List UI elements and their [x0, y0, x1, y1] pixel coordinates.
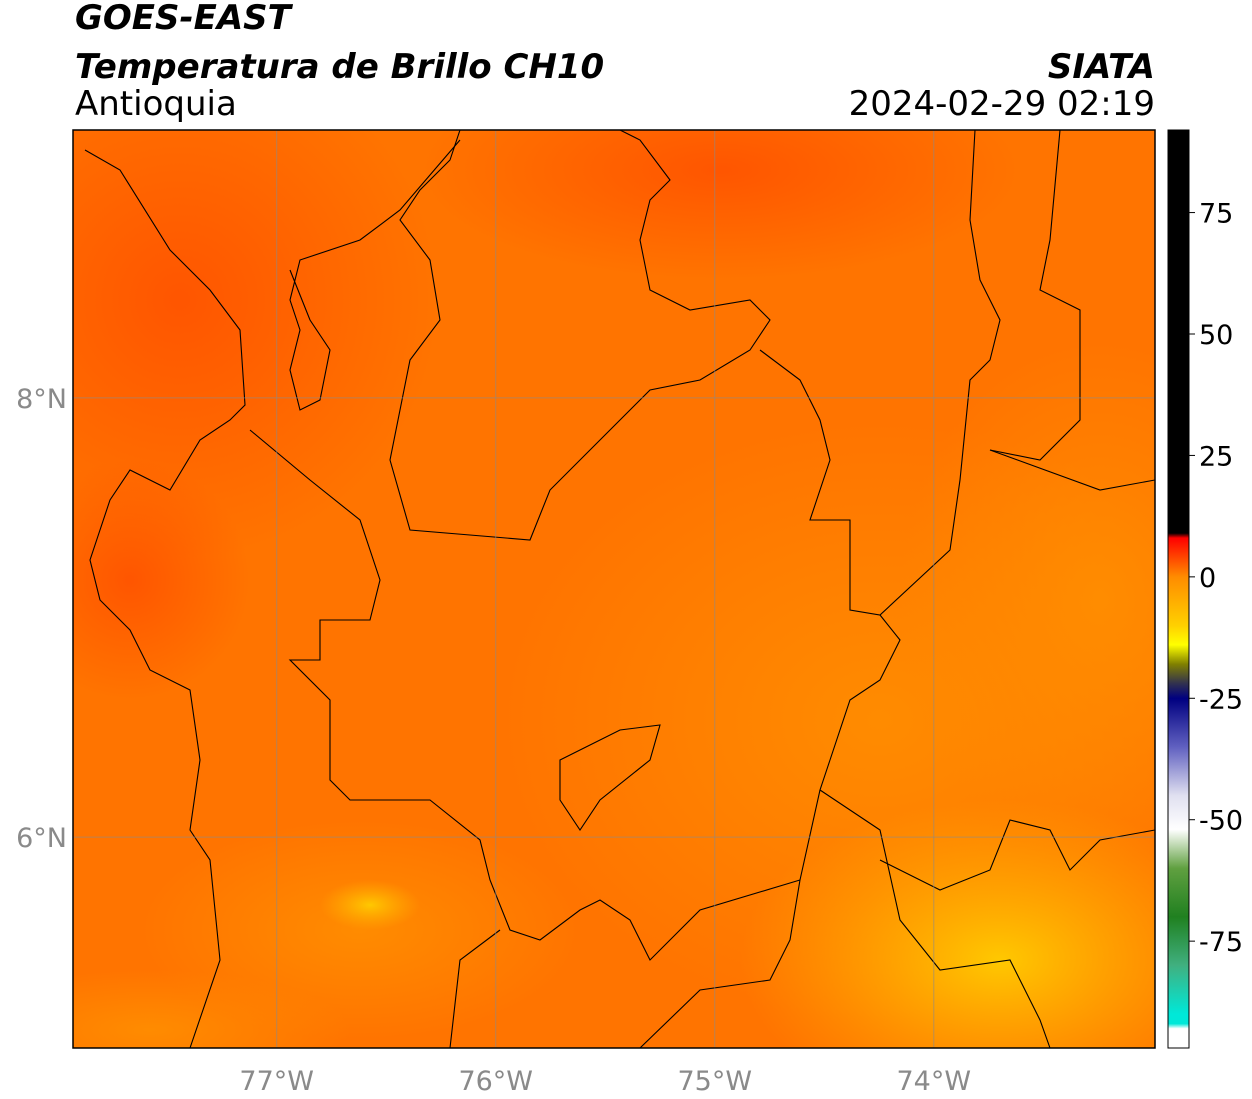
colorbar-tick-label: 50: [1199, 320, 1233, 351]
map-frame: [72, 129, 1156, 1049]
source: SIATA: [1048, 47, 1155, 87]
y-tick-label: 6°N: [16, 823, 67, 854]
colorbar: [1167, 129, 1190, 1049]
x-tick-label: 77°W: [239, 1066, 314, 1097]
subtitle: Temperatura de Brillo CH10: [75, 47, 604, 87]
y-tick-label: 8°N: [16, 384, 67, 415]
timestamp: 2024-02-29 02:19: [849, 84, 1155, 124]
x-tick-label: 75°W: [677, 1066, 752, 1097]
colorbar-tick-label: 75: [1199, 199, 1233, 230]
colorbar-tick-label: -75: [1199, 927, 1243, 958]
map-field: [73, 130, 1155, 1048]
x-tick-label: 74°W: [897, 1066, 972, 1097]
colorbar-tick-label: 0: [1199, 563, 1216, 594]
colorbar-tick-label: -25: [1199, 684, 1243, 715]
colorbar-tick-label: -50: [1199, 806, 1243, 837]
title: GOES-EAST: [75, 0, 294, 38]
colorbar-tick-label: 25: [1199, 441, 1233, 472]
grid: [73, 130, 1155, 1048]
region: Antioquia: [75, 84, 237, 124]
x-tick-label: 76°W: [458, 1066, 533, 1097]
